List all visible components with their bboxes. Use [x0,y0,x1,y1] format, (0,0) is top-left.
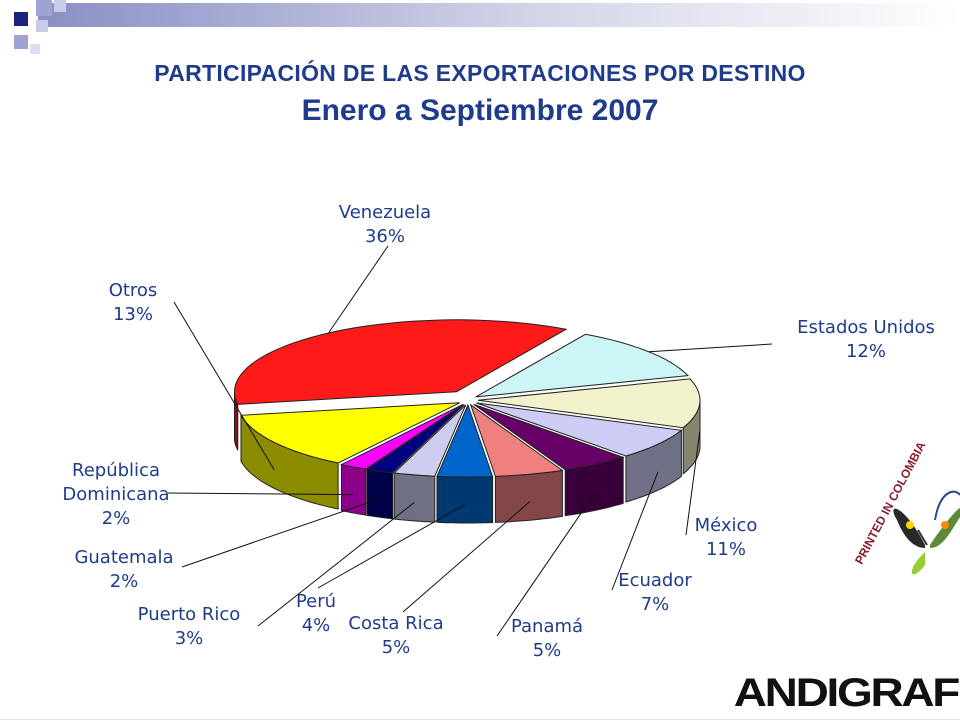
leader-line [648,343,773,353]
pie-slice-rep-blica-dominicana [339,403,464,470]
leader-line [496,491,597,637]
slice-label: Perú 4% [296,591,336,636]
leader-line [685,431,701,536]
slice-label: Ecuador 7% [618,570,692,615]
pie-slice-m-xico [477,378,701,429]
slice-label: República Dominicana 2% [62,460,169,529]
pie-slice-side [494,469,563,523]
brand-logo: ANDIGRAF [733,671,960,715]
chart-subtitle: Enero a Septiembre 2007 [301,94,659,127]
pie-slice-costa-rica [469,403,564,477]
pie-slice-side [393,472,436,523]
pie-labels: Venezuela 36% Estados Unidos 12% México 11%Ec… [62,202,934,661]
header-square [54,0,66,12]
slice-label: Otros 13% [109,280,158,325]
pie-tops [233,319,701,478]
leader-line [611,471,659,591]
slice-label: Guatemala 2% [74,547,173,592]
header-square [36,0,52,16]
leader-line [328,245,389,334]
pie-slice-ecuador [476,402,683,457]
slice-label: Costa Rica 5% [348,613,443,658]
leader-line [167,492,354,496]
pie-slice-estados-unidos [475,333,690,398]
header-square [14,35,28,49]
header-square [14,12,28,26]
pie-slice-guatemala [365,404,465,474]
leader-line [181,498,380,568]
chart-title: PARTICIPACIÓN DE LAS EXPORTACIONES POR D… [154,60,806,86]
slice-label: Panamá 5% [511,616,583,661]
header-square [30,44,40,54]
leader-line [317,504,466,589]
pie-slice-puerto-rico [392,404,467,477]
slice-label: Puerto Rico 3% [138,604,241,649]
slice-label: Estados Unidos 12% [797,317,935,362]
pie-slice-side [366,468,394,520]
header-square [36,20,48,32]
pie-slice-panam- [473,403,625,471]
leader-line [402,501,530,613]
leader-line [257,502,415,627]
slice-label: Venezuela 36% [339,202,431,247]
header-bar [38,3,960,27]
slice-label: México 11% [695,515,758,560]
pie-slice-per- [436,403,494,478]
leader-line [173,301,275,471]
